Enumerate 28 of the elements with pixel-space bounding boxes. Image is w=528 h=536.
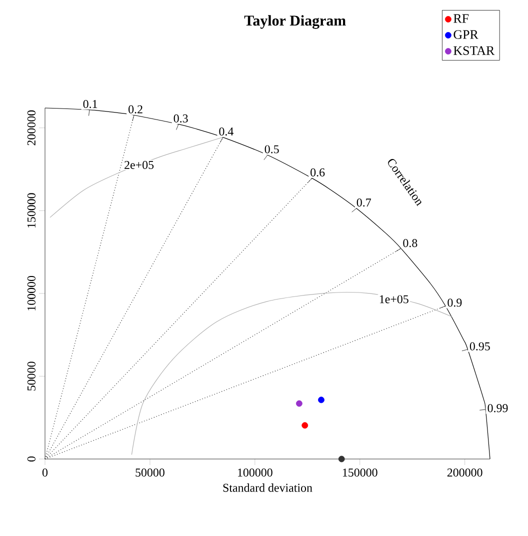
annotation: 2e+05 xyxy=(124,160,154,169)
annotation: 0.8 xyxy=(403,239,418,248)
annotation: 0.3 xyxy=(174,114,188,123)
annotation: 0.95 xyxy=(470,342,490,350)
x-axis-title: Standard deviation xyxy=(223,483,312,492)
annotation: 0.9 xyxy=(448,298,462,307)
legend-label: KSTAR xyxy=(454,46,495,55)
annotation: 0.2 xyxy=(128,105,142,114)
y-tick-label: 150000 xyxy=(27,193,36,228)
y-tick-label: 50000 xyxy=(27,362,36,390)
y-tick-label: 200000 xyxy=(27,110,36,146)
x-tick-label: 100000 xyxy=(238,468,272,477)
annotation: 0.5 xyxy=(264,145,279,154)
annotation: 1e+05 xyxy=(380,295,408,304)
annotation: 0.4 xyxy=(219,127,234,136)
chart-title: Taylor Diagram xyxy=(244,15,346,29)
x-tick-label: 200000 xyxy=(447,468,482,477)
x-tick-label: 150000 xyxy=(342,468,378,477)
x-tick-label: 0 xyxy=(42,468,48,477)
y-tick-label: 100000 xyxy=(27,276,36,310)
y-tick-label: 0 xyxy=(27,456,36,462)
legend-label: RF xyxy=(454,14,469,23)
annotation: 0.99 xyxy=(488,404,508,412)
legend-label: GPR xyxy=(454,30,478,39)
annotation: 0.1 xyxy=(83,100,98,108)
annotation: 0.7 xyxy=(356,198,371,207)
annotation: 0.6 xyxy=(310,168,325,176)
x-tick-label: 50000 xyxy=(136,468,164,477)
